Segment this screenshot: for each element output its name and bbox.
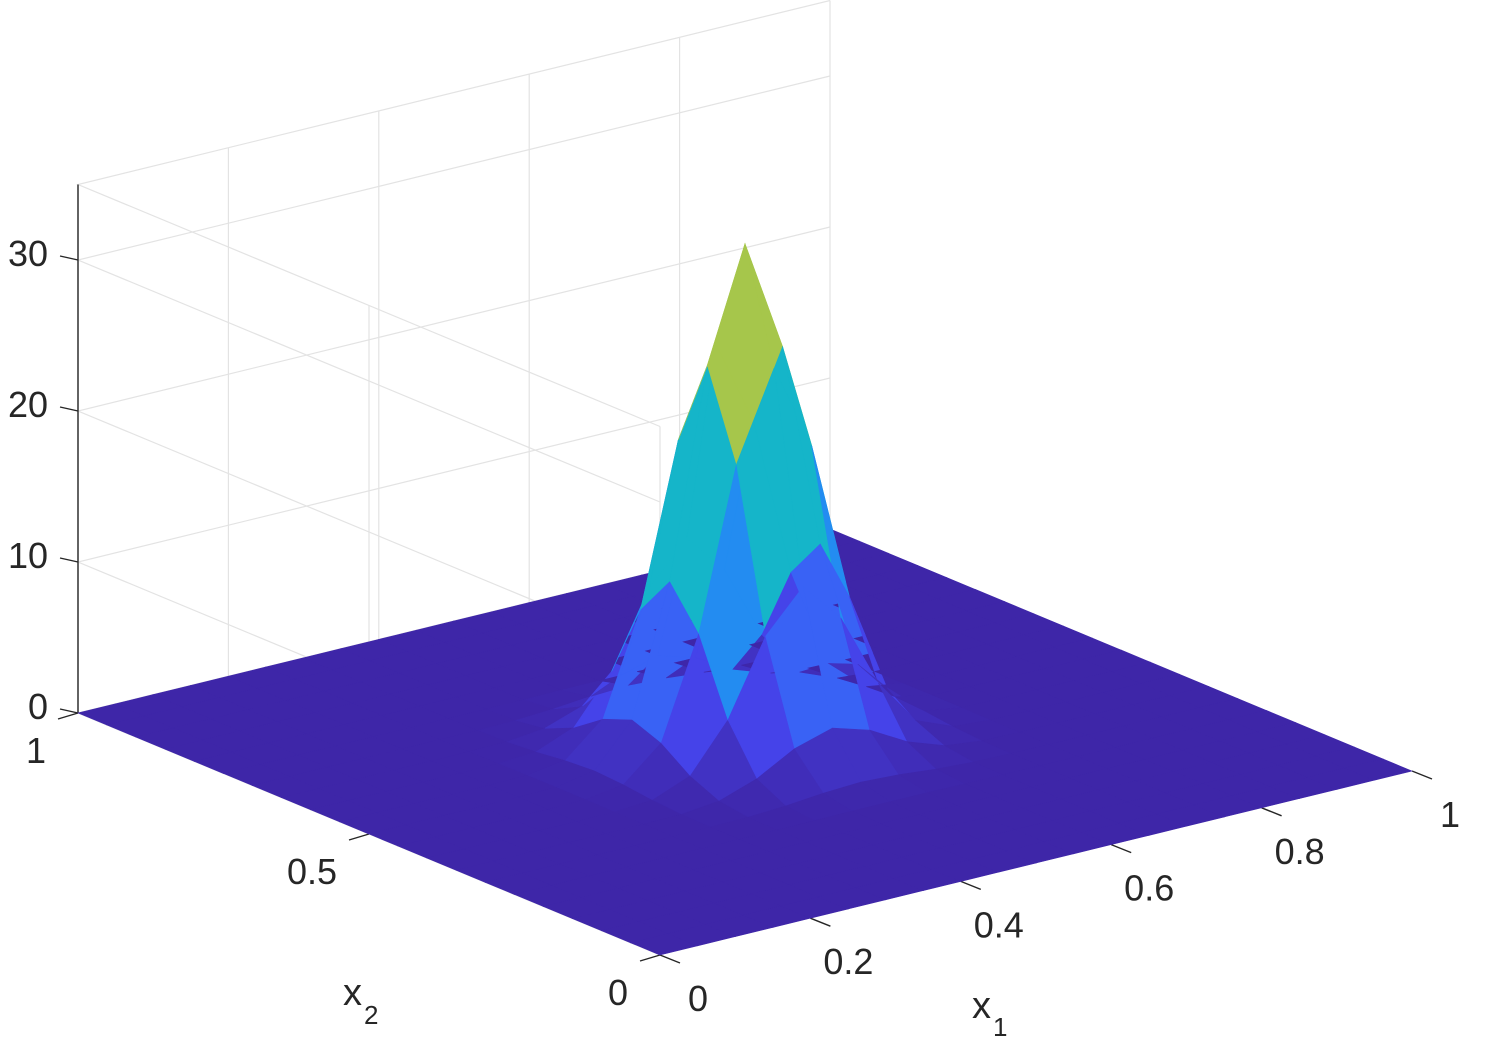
x-tick-mark — [1110, 843, 1132, 854]
x-tick-mark — [1411, 770, 1433, 780]
axes — [57, 184, 1433, 964]
surface-mesh — [77, 242, 1413, 956]
y-tick-label: 0.5 — [287, 851, 337, 892]
y-tick-label: 1 — [26, 730, 46, 771]
y-tick-mark — [639, 954, 661, 962]
y-tick-mark — [57, 712, 79, 720]
x-tick-label: 0.8 — [1275, 831, 1325, 872]
x-tick-label: 0.4 — [974, 904, 1024, 945]
z-tick-label: 20 — [8, 384, 48, 425]
y-axis-label-base: x — [343, 972, 362, 1014]
y-tick-mark — [348, 833, 370, 841]
x-tick-mark — [659, 954, 681, 964]
x-axis-label-subscript: 1 — [993, 1012, 1007, 1042]
z-tick-mark — [59, 557, 79, 563]
z-tick-mark — [59, 406, 79, 412]
x-tick-mark — [1261, 807, 1282, 817]
y-axis-label: x 2 — [343, 972, 378, 1030]
y-tick-label: 0 — [608, 972, 628, 1013]
x-axis-label: x 1 — [972, 985, 1007, 1042]
x-tick-label: 0.2 — [823, 941, 873, 982]
x-tick-label: 0 — [688, 978, 708, 1019]
z-tick-label: 10 — [8, 535, 48, 576]
z-tick-mark — [59, 255, 79, 261]
x-axis-label-base: x — [972, 985, 991, 1027]
x-tick-label: 0.6 — [1124, 868, 1174, 909]
x-tick-mark — [810, 917, 831, 927]
z-tick-label: 30 — [8, 233, 48, 274]
z-tick-label: 0 — [28, 686, 48, 727]
x-tick-mark — [960, 880, 982, 891]
x-tick-label: 1 — [1440, 794, 1460, 835]
surface-patch — [1344, 758, 1413, 781]
z-tick-mark — [59, 708, 79, 714]
y-axis-label-subscript: 2 — [364, 1000, 378, 1030]
